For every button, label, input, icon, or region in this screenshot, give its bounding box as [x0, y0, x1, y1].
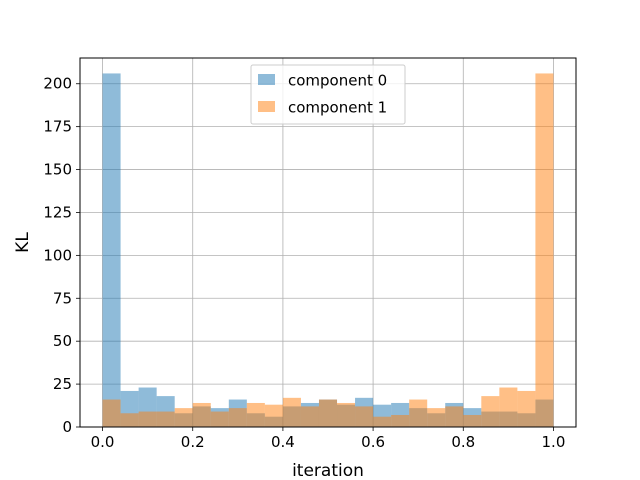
bar-series-1-bin-5	[192, 402, 211, 427]
bar-series-1-bin-8	[246, 402, 265, 427]
y-tick-label: 0	[62, 418, 72, 436]
bar-series-1-bin-12	[318, 399, 338, 427]
x-tick-label: 0.0	[91, 433, 115, 451]
plot-frame	[79, 57, 577, 428]
bar-series-1-bin-11	[300, 406, 319, 427]
x-tick-label: 0.4	[271, 433, 295, 451]
y-tick-label: 50	[53, 332, 72, 350]
bar-series-0-bin-0	[102, 73, 121, 428]
bar-series-1-bin-20	[463, 414, 482, 427]
bar-series-1-bin-14	[355, 406, 374, 427]
y-tick-label: 200	[43, 75, 72, 93]
x-axis-label: iteration	[292, 461, 364, 480]
bar-series-1-bin-22	[499, 387, 518, 427]
y-tick-label: 125	[43, 203, 72, 221]
y-tick-label: 175	[43, 118, 72, 136]
bar-series-1-bin-7	[228, 408, 247, 427]
legend-swatch-component-0	[258, 74, 275, 85]
bar-series-1-bin-19	[445, 406, 464, 427]
bar-series-1-bin-3	[156, 411, 175, 427]
bar-series-1-bin-21	[481, 396, 500, 427]
bar-series-1-bin-17	[409, 399, 428, 427]
x-tick-label: 0.2	[181, 433, 205, 451]
bar-series-1-bin-18	[427, 408, 446, 427]
y-tick-label: 150	[43, 161, 72, 179]
legend-label-component-1: component 1	[288, 99, 387, 117]
y-tick-label: 25	[53, 375, 72, 393]
bar-series-1-bin-4	[174, 408, 193, 427]
bar-series-1-bin-13	[337, 402, 356, 427]
y-tick-label: 75	[53, 289, 72, 307]
x-tick-label: 0.6	[361, 433, 385, 451]
legend: component 0 component 1	[250, 64, 406, 125]
bar-series-1-bin-23	[517, 390, 536, 427]
legend-label-component-0: component 0	[288, 72, 387, 90]
y-tick-label: 100	[43, 246, 72, 264]
bar-series-1-bin-24	[535, 73, 554, 428]
bar-series-1-bin-0	[102, 399, 121, 427]
x-axis-ticks: 0.0 0.2 0.4 0.6 0.8 1.0	[91, 427, 566, 451]
histogram-bars	[102, 73, 554, 428]
legend-box	[250, 64, 406, 125]
bar-series-1-bin-1	[120, 413, 139, 427]
x-tick-label: 1.0	[542, 433, 566, 451]
bar-series-1-bin-16	[391, 414, 410, 427]
bar-series-1-bin-9	[264, 404, 283, 427]
bar-series-1-bin-15	[373, 416, 392, 427]
y-axis-label: KL	[13, 232, 33, 253]
x-tick-label: 0.8	[451, 433, 475, 451]
bar-series-1-bin-10	[282, 397, 301, 427]
legend-swatch-component-1	[258, 101, 275, 112]
bar-series-1-bin-6	[210, 411, 229, 427]
bar-series-1-bin-2	[138, 411, 157, 427]
y-axis-ticks: 0 25 50 75 100 125 150 175 200	[43, 75, 80, 436]
